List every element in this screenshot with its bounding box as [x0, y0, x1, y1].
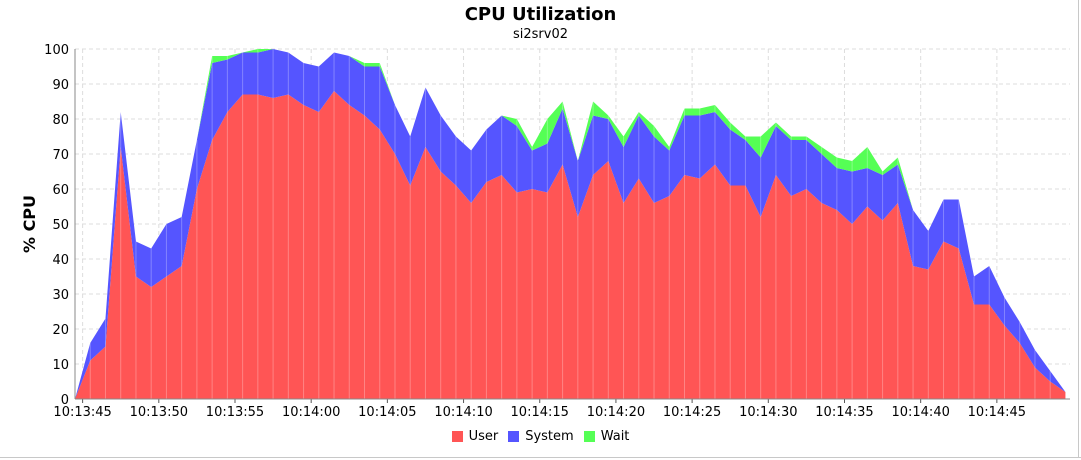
y-tick-label: 50 [52, 218, 69, 233]
legend-label: System [525, 429, 574, 444]
y-tick-label: 20 [52, 323, 69, 338]
chart-title: CPU Utilization [464, 4, 617, 25]
x-tick-label: 10:14:35 [815, 405, 873, 420]
x-tick-label: 10:14:00 [282, 405, 340, 420]
legend-item-wait: Wait [583, 429, 630, 444]
x-tick-label: 10:14:05 [358, 405, 416, 420]
y-tick-label: 60 [52, 183, 69, 198]
legend-label: Wait [600, 429, 630, 444]
y-tick-label: 80 [52, 113, 69, 128]
x-tick-label: 10:14:45 [968, 405, 1026, 420]
x-tick-label: 10:13:45 [53, 405, 111, 420]
legend-swatch [451, 431, 463, 442]
legend-swatch [583, 431, 595, 442]
y-tick-label: 30 [52, 288, 69, 303]
x-tick-label: 10:14:20 [587, 405, 645, 420]
y-axis-label: % CPU [20, 195, 39, 253]
y-tick-label: 70 [52, 148, 69, 163]
chart-subtitle: si2srv02 [512, 27, 568, 42]
axes: 0 10 20 30 40 50 60 70 80 90 100 10:13:45 10:13:50 10… [44, 43, 1070, 420]
data-areas [75, 49, 1066, 399]
x-tick-label: 10:14:10 [434, 405, 492, 420]
y-tick-label: 0 [61, 393, 69, 408]
x-tick-label: 10:13:50 [130, 405, 188, 420]
x-tick-label: 10:13:55 [206, 405, 264, 420]
y-tick-label: 100 [44, 43, 69, 58]
x-tick-label: 10:14:25 [663, 405, 721, 420]
chart-legend: User System Wait [0, 429, 1081, 444]
sample-lines [89, 49, 1051, 399]
area-user [75, 91, 1066, 399]
x-tick-label: 10:14:30 [739, 405, 797, 420]
legend-label: User [468, 429, 499, 444]
y-tick-label: 10 [52, 358, 69, 373]
x-tick-label: 10:14:15 [511, 405, 569, 420]
legend-item-user: User [451, 429, 499, 444]
x-tick-label: 10:14:40 [891, 405, 949, 420]
legend-item-system: System [508, 429, 574, 444]
legend-swatch [508, 431, 520, 442]
y-tick-label: 90 [52, 78, 69, 93]
y-tick-label: 40 [52, 253, 69, 268]
